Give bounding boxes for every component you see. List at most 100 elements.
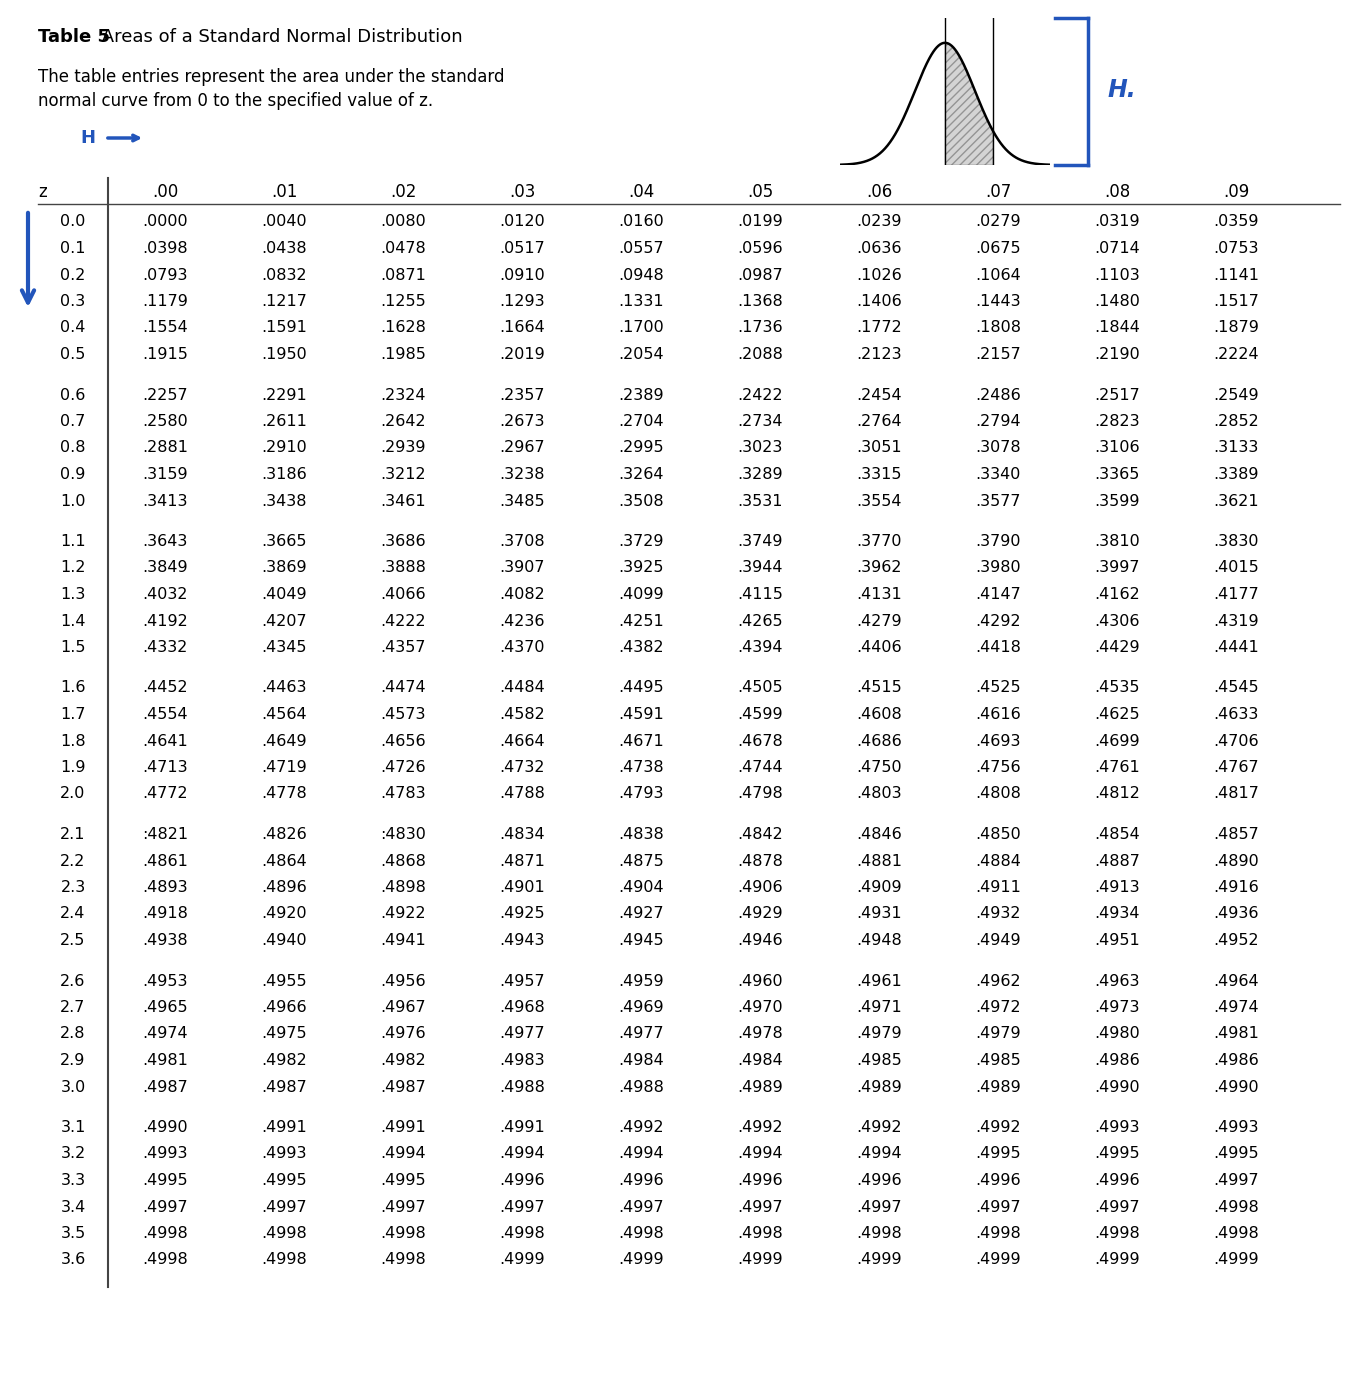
Text: .2157: .2157 bbox=[975, 348, 1020, 362]
Text: .0279: .0279 bbox=[975, 215, 1020, 229]
Text: 3.0: 3.0 bbox=[60, 1079, 86, 1094]
Text: .4370: .4370 bbox=[499, 639, 544, 655]
Text: .4251: .4251 bbox=[618, 613, 664, 628]
Text: .4995: .4995 bbox=[261, 1173, 307, 1188]
Text: 1.0: 1.0 bbox=[60, 494, 86, 508]
Text: The table entries represent the area under the standard: The table entries represent the area und… bbox=[38, 68, 505, 87]
Text: .4987: .4987 bbox=[261, 1079, 307, 1094]
Text: .3289: .3289 bbox=[737, 468, 783, 482]
Text: .4998: .4998 bbox=[975, 1226, 1020, 1241]
Text: .4893: .4893 bbox=[142, 879, 188, 895]
Text: .0239: .0239 bbox=[857, 215, 902, 229]
Text: 2.7: 2.7 bbox=[60, 1000, 86, 1015]
Text: .4982: .4982 bbox=[381, 1053, 426, 1068]
Text: .4834: .4834 bbox=[499, 826, 544, 842]
Text: .1700: .1700 bbox=[618, 321, 664, 335]
Text: .4966: .4966 bbox=[261, 1000, 307, 1015]
Text: .4545: .4545 bbox=[1213, 680, 1259, 695]
Text: .4997: .4997 bbox=[1213, 1173, 1259, 1188]
Text: .3830: .3830 bbox=[1213, 535, 1259, 549]
Text: .4906: .4906 bbox=[737, 879, 783, 895]
Text: .2967: .2967 bbox=[499, 441, 544, 455]
Text: 2.1: 2.1 bbox=[60, 826, 86, 842]
Text: .4864: .4864 bbox=[261, 853, 307, 868]
Text: .3159: .3159 bbox=[142, 468, 188, 482]
Text: .4599: .4599 bbox=[737, 706, 783, 722]
Text: .4996: .4996 bbox=[618, 1173, 664, 1188]
Text: .4984: .4984 bbox=[618, 1053, 664, 1068]
Text: .4971: .4971 bbox=[857, 1000, 902, 1015]
Text: .1554: .1554 bbox=[142, 321, 188, 335]
Text: .4998: .4998 bbox=[1213, 1199, 1259, 1215]
Text: .4945: .4945 bbox=[618, 933, 664, 948]
Text: .4850: .4850 bbox=[975, 826, 1020, 842]
Text: .2291: .2291 bbox=[261, 388, 307, 402]
Text: 2.4: 2.4 bbox=[60, 906, 86, 921]
Text: .4989: .4989 bbox=[975, 1079, 1020, 1094]
Text: .4292: .4292 bbox=[975, 613, 1020, 628]
Text: .3621: .3621 bbox=[1213, 494, 1259, 508]
Text: .4582: .4582 bbox=[499, 706, 544, 722]
Text: .1141: .1141 bbox=[1213, 268, 1259, 282]
Text: .1179: .1179 bbox=[142, 295, 188, 309]
Text: .4938: .4938 bbox=[142, 933, 188, 948]
Text: .4463: .4463 bbox=[262, 680, 307, 695]
Text: .4898: .4898 bbox=[381, 879, 426, 895]
Text: .0793: .0793 bbox=[142, 268, 188, 282]
Text: .4989: .4989 bbox=[857, 1079, 902, 1094]
Text: .4985: .4985 bbox=[975, 1053, 1020, 1068]
Text: .4515: .4515 bbox=[857, 680, 902, 695]
Text: .3133: .3133 bbox=[1214, 441, 1259, 455]
Text: 3.3: 3.3 bbox=[60, 1173, 86, 1188]
Text: .4990: .4990 bbox=[1094, 1079, 1140, 1094]
Text: 1.6: 1.6 bbox=[60, 680, 86, 695]
Text: .4207: .4207 bbox=[261, 613, 307, 628]
Text: .4994: .4994 bbox=[857, 1146, 902, 1161]
Text: .04: .04 bbox=[627, 183, 655, 201]
Text: 2.0: 2.0 bbox=[60, 786, 86, 801]
Text: .2257: .2257 bbox=[142, 388, 188, 402]
Text: .4976: .4976 bbox=[381, 1026, 426, 1041]
Text: .4525: .4525 bbox=[975, 680, 1020, 695]
Text: .4678: .4678 bbox=[737, 733, 783, 748]
Text: .00: .00 bbox=[151, 183, 179, 201]
Text: .4664: .4664 bbox=[499, 733, 544, 748]
Text: .4975: .4975 bbox=[261, 1026, 307, 1041]
Text: 1.9: 1.9 bbox=[60, 759, 86, 775]
Text: .2357: .2357 bbox=[499, 388, 544, 402]
Text: .3749: .3749 bbox=[738, 535, 783, 549]
Text: .2852: .2852 bbox=[1213, 415, 1259, 429]
Text: .05: .05 bbox=[747, 183, 773, 201]
Text: .4970: .4970 bbox=[737, 1000, 783, 1015]
Text: .3997: .3997 bbox=[1094, 561, 1140, 575]
Text: .3810: .3810 bbox=[1094, 535, 1140, 549]
Text: .4591: .4591 bbox=[618, 706, 664, 722]
Text: .2580: .2580 bbox=[142, 415, 188, 429]
Text: .4778: .4778 bbox=[261, 786, 307, 801]
Text: .2224: .2224 bbox=[1213, 348, 1259, 362]
Text: normal curve from 0 to the specified value of z.: normal curve from 0 to the specified val… bbox=[38, 92, 434, 110]
Text: 0.3: 0.3 bbox=[60, 295, 86, 309]
Text: .0714: .0714 bbox=[1094, 242, 1140, 255]
Text: .4998: .4998 bbox=[142, 1226, 188, 1241]
Text: z: z bbox=[38, 183, 46, 201]
Text: .4989: .4989 bbox=[737, 1079, 783, 1094]
Text: .2794: .2794 bbox=[975, 415, 1020, 429]
Text: .4995: .4995 bbox=[1094, 1146, 1140, 1161]
Text: .4979: .4979 bbox=[975, 1026, 1020, 1041]
Text: .4750: .4750 bbox=[857, 759, 902, 775]
Text: .4948: .4948 bbox=[857, 933, 902, 948]
Text: .4984: .4984 bbox=[737, 1053, 783, 1068]
Text: .4633: .4633 bbox=[1214, 706, 1259, 722]
Text: .4949: .4949 bbox=[975, 933, 1020, 948]
Text: .0636: .0636 bbox=[857, 242, 902, 255]
Text: .4998: .4998 bbox=[1094, 1226, 1140, 1241]
Text: .06: .06 bbox=[866, 183, 892, 201]
Text: .4066: .4066 bbox=[381, 586, 426, 602]
Text: .3686: .3686 bbox=[381, 535, 426, 549]
Text: .4974: .4974 bbox=[1213, 1000, 1259, 1015]
Text: .4998: .4998 bbox=[499, 1226, 544, 1241]
Text: .4997: .4997 bbox=[381, 1199, 426, 1215]
Text: .3264: .3264 bbox=[618, 468, 664, 482]
Text: .4997: .4997 bbox=[261, 1199, 307, 1215]
